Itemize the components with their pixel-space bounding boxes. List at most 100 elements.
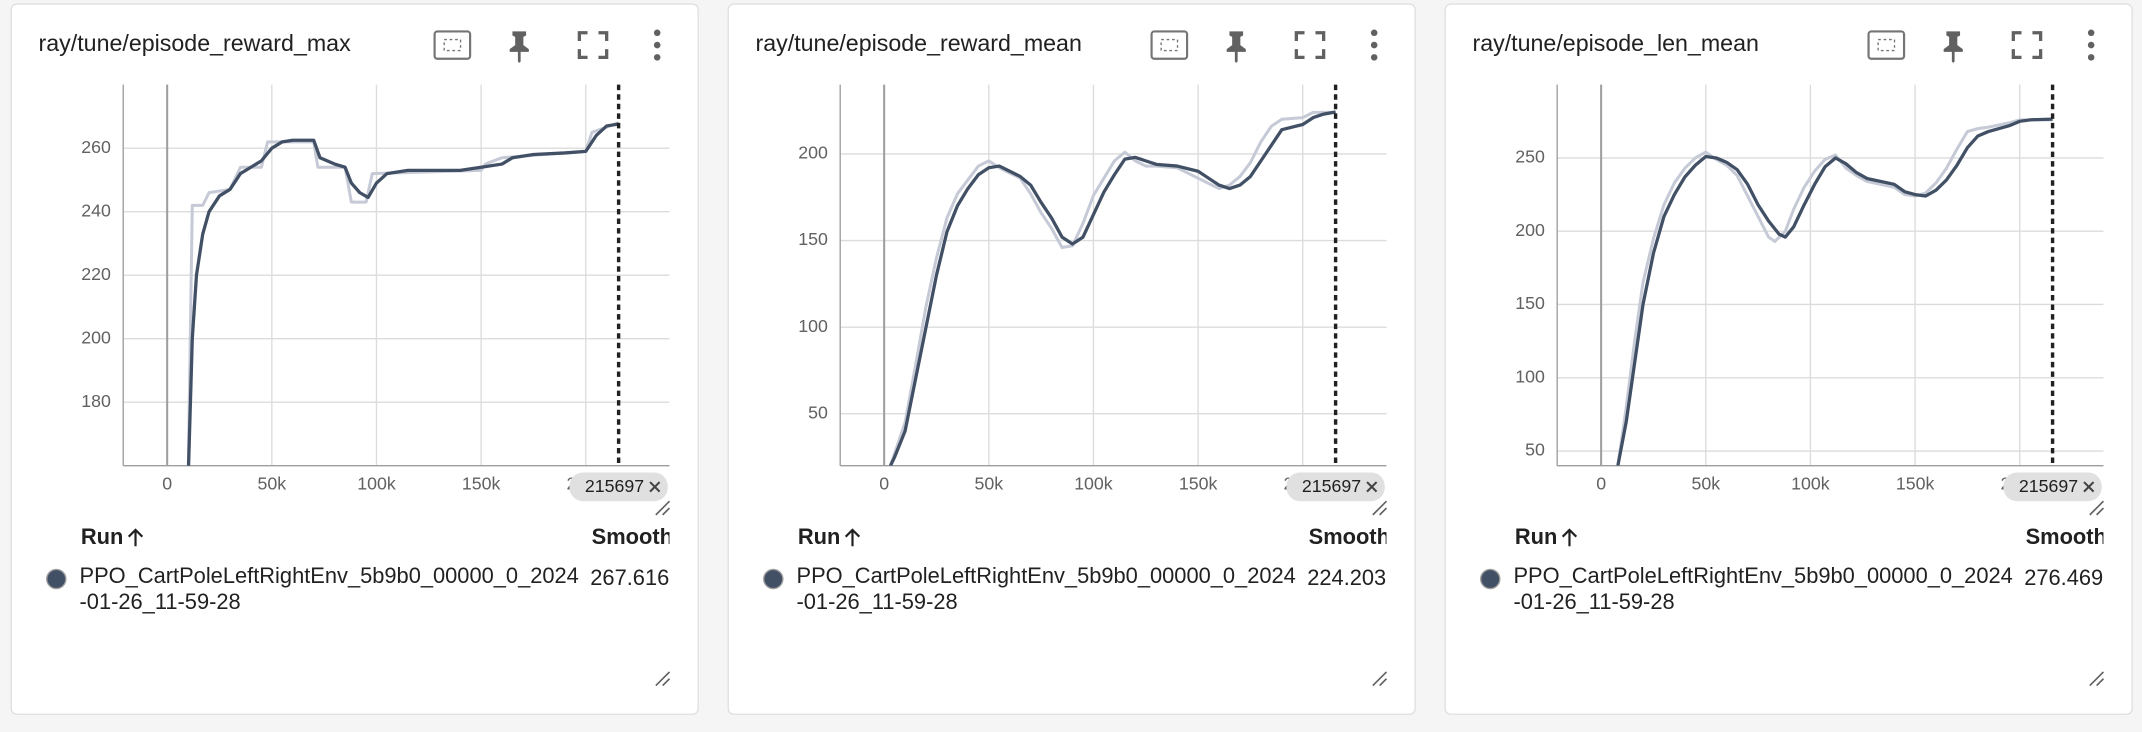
- fit-domain-button[interactable]: [1150, 30, 1189, 60]
- step-badge: [1286, 472, 1385, 502]
- run-color: [763, 568, 784, 590]
- plot-lines: [888, 110, 1336, 466]
- icon: [1943, 31, 1963, 63]
- step-badge: [569, 472, 668, 502]
- y-tick-label: 260: [81, 137, 111, 157]
- icon: [653, 41, 661, 49]
- column-header[interactable]: Run: [798, 524, 840, 549]
- fullscreen-button[interactable]: [1294, 31, 1326, 59]
- card: ray/tune/episode_reward_max 180 200 220 240 2…: [10, 3, 699, 715]
- icon: [577, 31, 609, 59]
- icon: [1160, 38, 1179, 52]
- sort-arrow: [127, 528, 144, 547]
- toolbar: [1867, 29, 2095, 63]
- icon: [2087, 54, 2095, 61]
- column-header[interactable]: Smoothed: [2026, 524, 2133, 549]
- series-line: [186, 121, 620, 466]
- x-tick-label: 0: [1596, 474, 1606, 494]
- card-background: [1444, 3, 2133, 715]
- series-line: [888, 110, 1336, 466]
- more-button[interactable]: [653, 29, 661, 61]
- smoothed-value: 224.203: [1307, 565, 1386, 590]
- x-tick-label: 50k: [1691, 474, 1720, 494]
- step-close[interactable]: [649, 481, 661, 493]
- x-tick-label: 150k: [1179, 474, 1218, 494]
- smoothed-value: 267.616: [590, 565, 669, 590]
- y-tick-label: 150: [1515, 293, 1545, 313]
- run-name: PPO_CartPoleLeftRightEnv_5b9b0_00000_0_2…: [79, 565, 579, 615]
- plot-lines: [1616, 117, 2053, 466]
- y-tick-label: 100: [798, 316, 828, 336]
- icon: [1294, 31, 1326, 59]
- step-close[interactable]: [2083, 481, 2095, 493]
- y-tick-label: 200: [81, 327, 111, 347]
- icon: [1877, 38, 1896, 52]
- run-name-box: PPO_CartPoleLeftRightEnv_5b9b0_00000_0_2…: [796, 565, 1296, 615]
- x-tick-label: 150k: [1896, 474, 1935, 494]
- card-title: ray/tune/episode_len_mean: [1473, 30, 1759, 56]
- y-tick-label: 50: [808, 402, 828, 422]
- x-tick-label: 100k: [1074, 474, 1113, 494]
- resize-handle: [2089, 500, 2105, 516]
- resize-handle: [1372, 671, 1388, 687]
- column-header[interactable]: Smoothed: [1309, 524, 1416, 549]
- y-tick-label: 150: [798, 229, 828, 249]
- resize-handle: [1372, 500, 1388, 516]
- icon: [2087, 41, 2095, 49]
- card-title: ray/tune/episode_reward_mean: [756, 30, 1082, 56]
- icon: [433, 30, 472, 60]
- more-button[interactable]: [2087, 29, 2095, 61]
- column-header[interactable]: Run: [1515, 524, 1557, 549]
- run-color: [46, 568, 67, 590]
- card-title: ray/tune/episode_reward_max: [39, 30, 352, 56]
- y-tick-label: 180: [81, 391, 111, 411]
- x-tick-label: 100k: [1791, 474, 1830, 494]
- icon: [1150, 30, 1189, 60]
- icon: [443, 38, 462, 52]
- x-tick-label: 0: [879, 474, 889, 494]
- y-tick-label: 250: [1515, 147, 1545, 167]
- y-tick-label: 200: [798, 143, 828, 163]
- icon: [1370, 41, 1378, 49]
- series-line: [186, 122, 619, 466]
- more-button[interactable]: [1370, 29, 1378, 61]
- step-label: 215697: [1302, 476, 1361, 496]
- run-name: PPO_CartPoleLeftRightEnv_5b9b0_00000_0_2…: [796, 565, 1296, 615]
- x-tick-label: 50k: [974, 474, 1003, 494]
- resize-handle: [2089, 671, 2105, 687]
- card: ray/tune/episode_len_mean 50 100 150 200 250 0…: [1444, 3, 2133, 715]
- pin-button[interactable]: [1943, 31, 1963, 63]
- toolbar: [1150, 29, 1378, 63]
- y-tick-label: 200: [1515, 220, 1545, 240]
- x-tick-label: 150k: [462, 474, 501, 494]
- y-tick-label: 100: [1515, 366, 1545, 386]
- step-badge: [2003, 472, 2102, 502]
- plot-lines: [186, 121, 620, 466]
- icon: [653, 54, 661, 61]
- fit-domain-button[interactable]: [1867, 30, 1906, 60]
- icon: [2087, 29, 2095, 37]
- pin-button[interactable]: [509, 31, 529, 63]
- pin-button[interactable]: [1226, 31, 1246, 63]
- column-header[interactable]: Smoothed: [592, 524, 699, 549]
- fullscreen-button[interactable]: [577, 31, 609, 59]
- column-header[interactable]: Run: [81, 524, 123, 549]
- icon: [1370, 29, 1378, 37]
- y-tick-label: 240: [81, 200, 111, 220]
- series-line: [1616, 117, 2053, 466]
- step-label: 215697: [2019, 476, 2078, 496]
- icon: [1226, 31, 1246, 63]
- x-tick-label: 100k: [357, 474, 396, 494]
- run-name-box: PPO_CartPoleLeftRightEnv_5b9b0_00000_0_2…: [79, 565, 579, 615]
- run-name: PPO_CartPoleLeftRightEnv_5b9b0_00000_0_2…: [1513, 565, 2013, 615]
- icon: [1867, 30, 1906, 60]
- step-label: 215697: [585, 476, 644, 496]
- y-tick-label: 220: [81, 264, 111, 284]
- fullscreen-button[interactable]: [2011, 31, 2043, 59]
- step-close[interactable]: [1366, 481, 1378, 493]
- icon: [1370, 54, 1378, 61]
- fit-domain-button[interactable]: [433, 30, 472, 60]
- run-color: [1480, 568, 1501, 590]
- x-tick-label: 50k: [258, 474, 287, 494]
